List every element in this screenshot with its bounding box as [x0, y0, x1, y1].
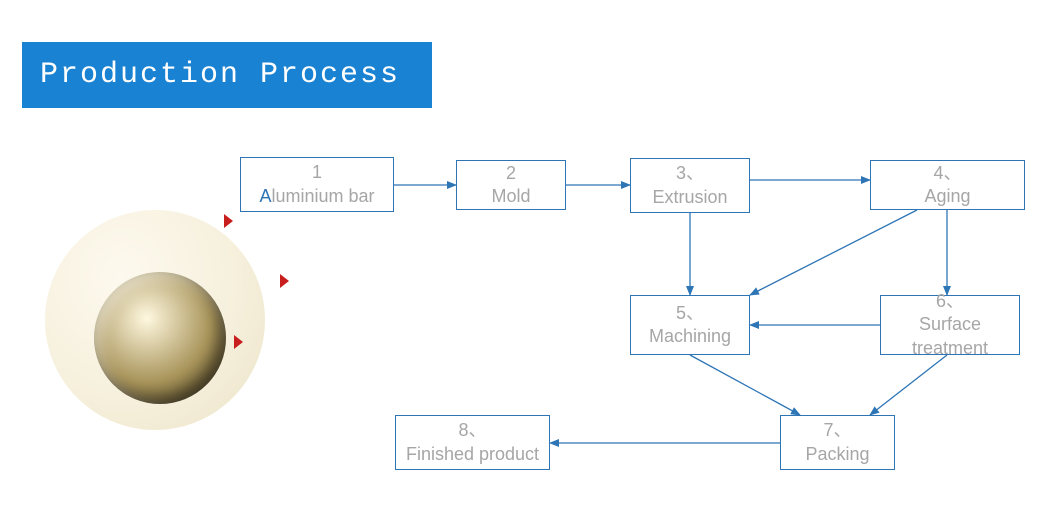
flow-node-number: 4、	[933, 162, 961, 185]
flow-node-number: 8、	[458, 419, 486, 442]
flow-node-label: Machining	[649, 325, 731, 348]
flow-edge-n4-n5	[750, 210, 917, 295]
flow-node-n7: 7、Packing	[780, 415, 895, 470]
flow-edge-n6-n7	[870, 355, 947, 415]
flow-node-number: 6、	[936, 290, 964, 313]
photo-caret-icon	[234, 335, 243, 349]
photo-caret-icon	[224, 214, 233, 228]
flow-edge-n5-n7	[690, 355, 800, 415]
title-text: Production Process	[40, 58, 400, 92]
flow-node-n8: 8、Finished product	[395, 415, 550, 470]
flow-node-label: Mold	[491, 185, 530, 208]
flow-node-number: 7、	[823, 419, 851, 442]
flow-node-n4: 4、Aging	[870, 160, 1025, 210]
flow-node-label: Aging	[924, 185, 970, 208]
flow-node-number: 3、	[676, 162, 704, 185]
flow-node-label: Extrusion	[652, 186, 727, 209]
flow-node-number: 1	[312, 161, 322, 184]
flow-node-label: Finished product	[406, 443, 539, 466]
flow-node-number: 5、	[676, 302, 704, 325]
flow-node-n5: 5、Machining	[630, 295, 750, 355]
flow-node-n6: 6、Surface treatment	[880, 295, 1020, 355]
flow-node-n3: 3、Extrusion	[630, 158, 750, 213]
flow-node-label: Surface treatment	[881, 313, 1019, 360]
flow-node-n1: 1Aluminium bar	[240, 157, 394, 212]
flow-node-n2: 2Mold	[456, 160, 566, 210]
flow-node-label: Aluminium bar	[259, 185, 374, 208]
title-banner: Production Process	[22, 42, 432, 108]
flow-node-number: 2	[506, 162, 516, 185]
photo-caret-icon	[280, 274, 289, 288]
flow-node-label: Packing	[805, 443, 869, 466]
product-photo-tube	[94, 272, 226, 404]
